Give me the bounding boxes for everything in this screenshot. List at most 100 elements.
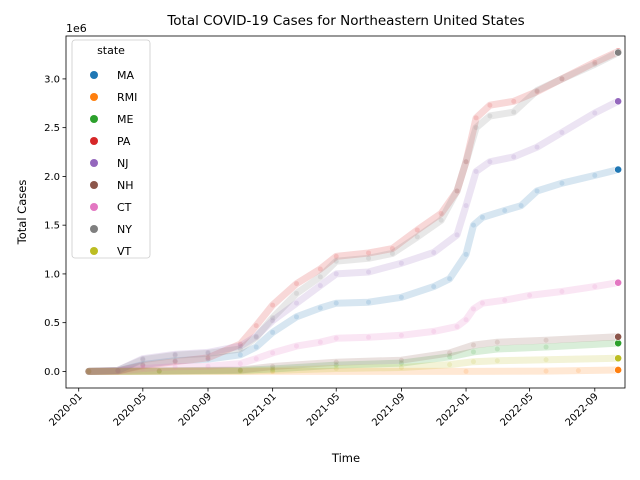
data-point <box>237 343 243 349</box>
data-point <box>205 350 211 356</box>
y-tick-label: 2.5 <box>44 123 60 134</box>
data-point <box>559 288 565 294</box>
x-tick-label: 2020-05 <box>112 391 149 428</box>
data-point <box>438 217 444 223</box>
data-point <box>237 368 243 374</box>
data-point <box>86 368 92 374</box>
data-point <box>494 358 500 364</box>
data-point <box>86 368 92 374</box>
data-point <box>543 337 549 343</box>
data-point <box>502 208 508 214</box>
data-point <box>470 359 476 365</box>
legend-marker-PA <box>90 137 98 145</box>
data-point <box>270 302 276 308</box>
data-point <box>487 102 493 108</box>
series-end-point-NJ <box>614 97 623 106</box>
data-point <box>270 350 276 356</box>
data-point <box>463 203 469 209</box>
data-point <box>333 253 339 259</box>
data-point <box>86 368 92 374</box>
data-point <box>366 255 372 261</box>
data-point <box>473 115 479 121</box>
data-point <box>86 368 92 374</box>
series-line-NJ <box>85 97 622 375</box>
y-tick-label: 1.0 <box>44 269 60 280</box>
data-point <box>140 365 146 371</box>
data-point <box>479 300 485 306</box>
data-point <box>470 222 476 228</box>
data-point <box>470 306 476 312</box>
data-point <box>86 368 92 374</box>
data-point <box>317 339 323 345</box>
series-endpoints <box>614 47 623 374</box>
data-point <box>398 360 404 366</box>
data-point <box>205 355 211 361</box>
data-point <box>438 210 444 216</box>
series-end-point-MA <box>614 165 623 174</box>
data-point <box>366 250 372 256</box>
data-point <box>172 364 178 370</box>
series-line-RMI <box>85 366 622 375</box>
data-point <box>270 329 276 335</box>
legend-marker-NJ <box>90 159 98 167</box>
legend-label-MA: MA <box>117 69 134 82</box>
data-point <box>86 368 92 374</box>
x-tick-label: 2022-05 <box>498 391 535 428</box>
data-point <box>293 300 299 306</box>
data-point <box>172 352 178 358</box>
data-point <box>172 359 178 365</box>
data-point <box>237 361 243 367</box>
data-point <box>487 113 493 119</box>
y-axis-label: Total Cases <box>15 180 29 246</box>
data-point <box>172 358 178 364</box>
data-point <box>237 367 243 373</box>
data-point <box>592 110 598 116</box>
data-point <box>559 130 565 136</box>
legend-marker-NY <box>90 225 98 233</box>
series-end-point-NH <box>614 332 623 341</box>
legend-marker-MA <box>90 71 98 79</box>
legend-marker-NH <box>90 181 98 189</box>
data-point <box>333 365 339 371</box>
data-point <box>431 284 437 290</box>
data-point <box>237 367 243 373</box>
data-point <box>270 366 276 372</box>
series-end-point-NY <box>614 48 623 57</box>
legend-marker-VT <box>90 247 98 255</box>
data-point <box>253 334 259 340</box>
data-point <box>398 260 404 266</box>
data-point <box>237 346 243 352</box>
series-end-point-RMI <box>614 366 623 374</box>
legend-label-RMI: RMI <box>117 91 137 104</box>
data-point <box>172 351 178 357</box>
data-point <box>414 227 420 233</box>
series-line-MA <box>85 166 622 375</box>
series-line-CT <box>85 279 622 375</box>
data-point <box>511 98 517 104</box>
series-line-VT <box>85 354 622 375</box>
legend: state MA RMI ME PA NJ NH CT NY VT <box>71 39 151 259</box>
data-point <box>534 188 540 194</box>
data-point <box>86 368 92 374</box>
x-tick-label: 2022-01 <box>435 391 472 428</box>
data-point <box>470 349 476 355</box>
data-point <box>253 344 259 350</box>
data-point <box>473 125 479 131</box>
series-line-PA <box>85 48 622 375</box>
data-point <box>454 188 460 194</box>
data-point <box>494 346 500 352</box>
data-point <box>86 368 92 374</box>
series-line-ME <box>85 339 622 375</box>
data-point <box>592 172 598 178</box>
data-point <box>115 368 121 374</box>
data-point <box>534 89 540 95</box>
legend-label-ME: ME <box>117 113 133 126</box>
data-point <box>205 363 211 369</box>
data-point <box>140 362 146 368</box>
x-tick-label: 2021-09 <box>370 391 407 428</box>
x-tick-label: 2020-01 <box>48 391 85 428</box>
series-end-point-CT <box>614 278 623 287</box>
data-point <box>237 352 243 358</box>
data-point <box>447 350 453 356</box>
